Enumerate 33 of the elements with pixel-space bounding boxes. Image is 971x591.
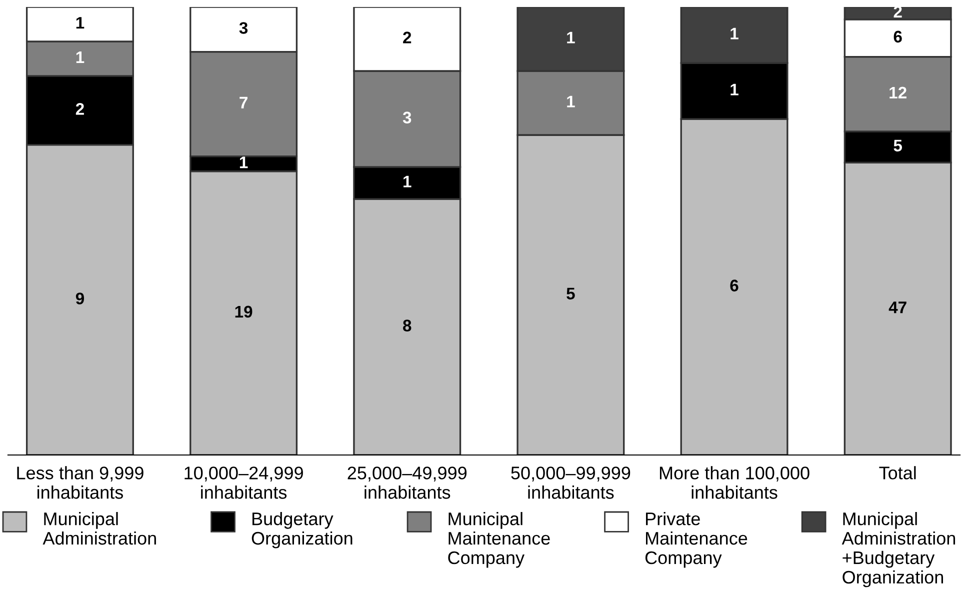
data-label: 5: [566, 288, 575, 300]
data-label: 6: [730, 280, 738, 292]
x-tick-label: 25,000–49,999 inhabitants: [348, 466, 467, 499]
data-label: 1: [567, 96, 575, 108]
data-label: 3: [239, 22, 248, 34]
x-tick-label: Total: [879, 466, 916, 480]
data-label: 2: [76, 103, 84, 115]
data-label: 19: [235, 306, 252, 318]
x-tick-label: Less than 9,999 inhabitants: [17, 466, 144, 499]
legend-label: Municipal Administration +Budgetary Organization: [842, 512, 956, 588]
data-label: 1: [76, 17, 84, 29]
legend-label: Municipal Maintenance Company: [448, 512, 550, 568]
data-label: 3: [402, 112, 412, 124]
data-label: 1: [240, 156, 248, 168]
data-label: 8: [403, 320, 412, 332]
data-label: 1: [76, 52, 84, 63]
data-label: 6: [894, 30, 902, 43]
data-label: 9: [76, 292, 84, 304]
data-label: 12: [890, 86, 906, 98]
data-label: 1: [404, 176, 412, 188]
data-label: 1: [730, 84, 738, 96]
data-label: 7: [240, 96, 248, 108]
x-tick-label: 10,000–24,999 inhabitants: [184, 466, 303, 499]
data-label: 2: [403, 32, 412, 44]
x-tick-label: 50,000–99,999 inhabitants: [511, 466, 630, 499]
legend-label: Municipal Administration: [42, 512, 156, 545]
legend-label: Budgetary Organization: [252, 512, 352, 548]
x-tick-label: More than 100,000 inhabitants: [660, 466, 810, 499]
data-label: 5: [894, 140, 902, 152]
data-label: 1: [567, 32, 575, 44]
data-label: 1: [730, 28, 738, 40]
legend-label: Private Maintenance Company: [645, 512, 748, 568]
data-label: 47: [888, 302, 906, 314]
